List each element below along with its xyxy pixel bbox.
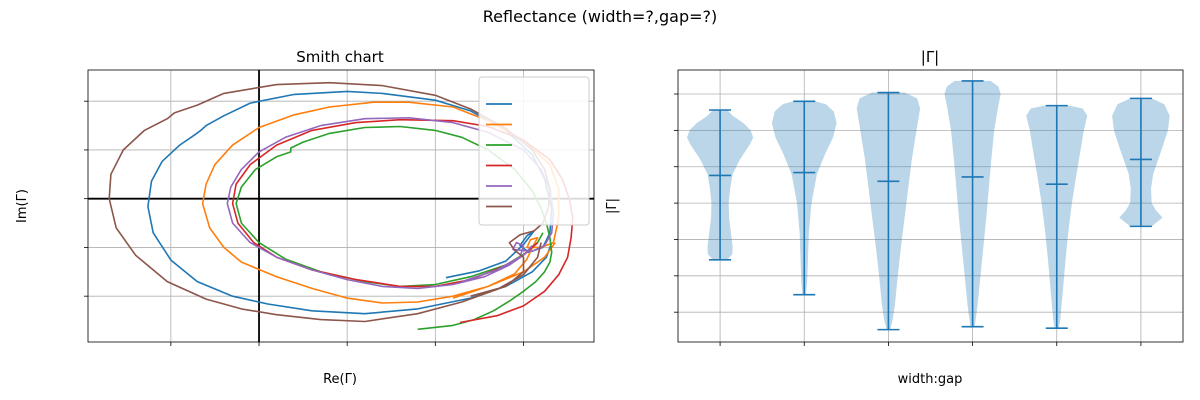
- plot-frame: [677, 69, 1184, 343]
- smith-chart-xlabel: Re(Γ): [323, 372, 357, 387]
- legend-box: [478, 76, 590, 226]
- plot-frame: [87, 69, 595, 343]
- smith-chart-ylabel: Im(Γ): [15, 189, 30, 223]
- series-line-125-150: [231, 118, 574, 324]
- violin-title: |Γ|: [921, 48, 939, 66]
- series-line-150-200: [226, 117, 555, 290]
- figure-suptitle: Reflectance (width=?,gap=?): [483, 7, 718, 26]
- smith-chart-panel: Smith chart Re(Γ) Im(Γ): [15, 48, 595, 387]
- magnitude-violin-panel: |Γ| width:gap |Γ|: [605, 48, 1184, 387]
- series-line-200-200: [108, 81, 551, 323]
- violin-ylabel: |Γ|: [605, 198, 620, 214]
- smith-chart-title: Smith chart: [296, 48, 384, 66]
- violin-xlabel: width:gap: [898, 372, 963, 387]
- series-line-75-75: [201, 101, 560, 304]
